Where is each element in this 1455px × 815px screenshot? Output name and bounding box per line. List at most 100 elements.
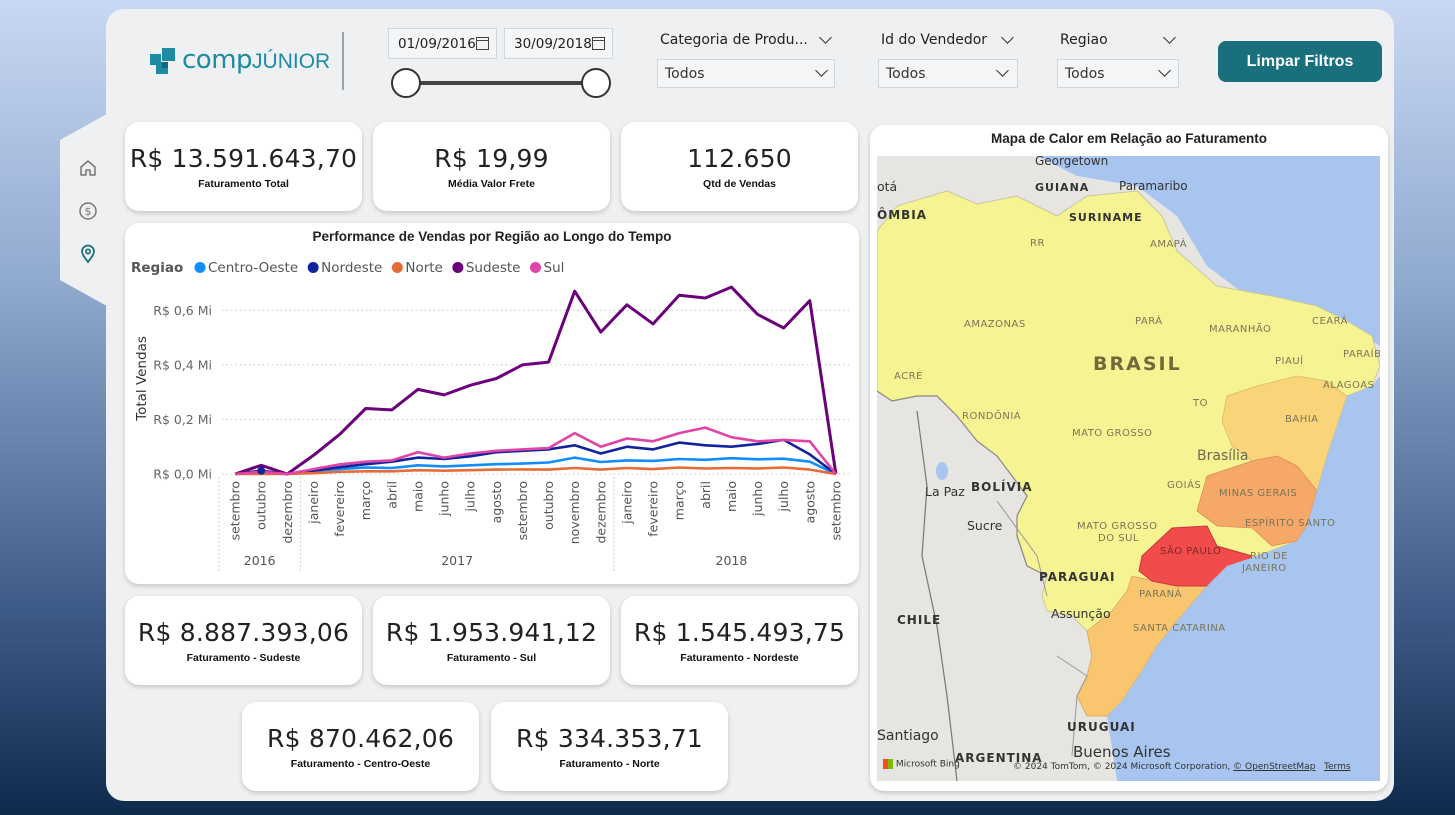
categoria-select-value: Todos	[665, 65, 705, 82]
kpi-label: Faturamento - Nordeste	[680, 651, 799, 664]
chevron-down-icon[interactable]	[815, 64, 828, 77]
calendar-icon[interactable]	[476, 37, 489, 50]
legend-marker	[452, 262, 464, 273]
legend-marker	[530, 262, 541, 273]
osm-link[interactable]: © OpenStreetMap	[1233, 762, 1316, 772]
map-label: BOLÍVIA	[971, 480, 1033, 494]
map-label: SURINAME	[1069, 211, 1143, 224]
legend-label: Norte	[405, 260, 443, 276]
chevron-down-icon[interactable]	[1158, 64, 1171, 77]
map-label: CEARÁ	[1312, 316, 1349, 327]
sidebar	[60, 115, 120, 305]
map-label: AMAPÁ	[1150, 239, 1188, 250]
regiao-select[interactable]: Todos	[1057, 59, 1179, 88]
logo-sub: JÚNIOR	[252, 50, 331, 73]
map-label: MATO GROSSO	[1072, 428, 1153, 439]
x-tick-label: outubro	[541, 481, 556, 530]
map-label: ESPÍRITO SANTO	[1245, 518, 1336, 529]
location-pin-icon[interactable]	[78, 244, 98, 264]
start-date-input[interactable]: 01/09/2016	[388, 28, 497, 59]
map-label: Assunção	[1051, 606, 1111, 621]
x-tick-label: novembro	[567, 481, 582, 544]
clear-filters-button[interactable]: Limpar Filtros	[1218, 41, 1382, 82]
legend-label: Sudeste	[466, 260, 521, 276]
map-label: AMAZONAS	[964, 319, 1026, 330]
heatmap-card: Mapa de Calor em Relação ao Faturamento	[870, 125, 1388, 791]
x-tick-label: agosto	[489, 481, 504, 523]
home-icon[interactable]	[78, 158, 98, 178]
chevron-down-icon[interactable]	[996, 64, 1009, 77]
kpi-value: 112.650	[687, 143, 792, 173]
map-label: PIAUÍ	[1275, 356, 1304, 367]
date-range-slider[interactable]	[406, 81, 596, 85]
kpi-label: Média Valor Frete	[448, 177, 535, 190]
kpi-label: Faturamento - Sul	[446, 651, 537, 664]
y-tick-label: R$ 0,4 Mi	[153, 357, 212, 372]
map-label: MARANHÃO	[1209, 324, 1272, 335]
end-date-input[interactable]: 30/09/2018	[504, 28, 613, 59]
logo-text: compJÚNIOR	[182, 45, 330, 75]
map-label: CHILE	[897, 613, 942, 627]
y-tick-label: R$ 0,2 Mi	[153, 412, 212, 427]
map-label: Brasília	[1197, 448, 1249, 464]
kpi-value: R$ 870.462,06	[267, 723, 454, 753]
x-tick-label: janeiro	[619, 481, 634, 525]
kpi-card-qtd-vendas: 112.650 Qtd de Vendas	[621, 122, 858, 211]
year-label: 2018	[716, 553, 748, 568]
map-label: JANEIRO	[1242, 563, 1287, 574]
categoria-filter-label: Categoria de Produ...	[660, 32, 808, 48]
map-label: GOIÁS	[1167, 480, 1202, 491]
map-label: Paramaribo	[1119, 179, 1188, 193]
bing-logo: Microsoft Bing	[883, 759, 960, 770]
legend-title: Regiao	[131, 260, 183, 276]
kpi-value: R$ 1.953.941,12	[385, 617, 598, 647]
terms-link[interactable]: Terms	[1324, 762, 1351, 772]
vendedor-filter-label: Id do Vendedor	[881, 32, 988, 48]
map-label: Georgetown	[1035, 156, 1109, 168]
slider-end-handle[interactable]	[581, 68, 611, 98]
x-tick-label: julho	[776, 481, 791, 512]
map-label: ARGENTINA	[955, 751, 1043, 765]
x-tick-label: fevereiro	[332, 481, 347, 537]
kpi-label: Faturamento - Norte	[559, 757, 660, 770]
x-tick-label: junho	[750, 481, 765, 517]
slider-start-handle[interactable]	[391, 68, 421, 98]
series-line-centro-oeste	[235, 456, 837, 476]
dollar-icon[interactable]: $	[78, 201, 98, 221]
map-label: Buenos Aires	[1073, 743, 1171, 761]
logo-mark-icon	[150, 48, 175, 74]
kpi-value: R$ 19,99	[434, 143, 549, 173]
y-tick-label: R$ 0,6 Mi	[153, 303, 212, 318]
map-label: otá	[877, 179, 898, 194]
map-label: RONDÔNIA	[962, 411, 1022, 422]
brazil-heat-map[interactable]: Georgetown GUIANA Paramaribo SURINAME ot…	[877, 156, 1380, 781]
end-date-value: 30/09/2018	[514, 35, 592, 52]
brand-logo: compJÚNIOR	[150, 45, 330, 75]
map-label: BRASIL	[1093, 353, 1182, 375]
vendedor-select-value: Todos	[886, 65, 926, 82]
map-label: Sucre	[967, 518, 1003, 533]
x-tick-label: abril	[384, 481, 399, 509]
map-label: MINAS GERAIS	[1219, 488, 1298, 499]
x-tick-label: janeiro	[306, 481, 321, 525]
bing-credit: Microsoft Bing	[895, 759, 960, 770]
x-tick-label: março	[358, 481, 373, 520]
map-label: SÃO PAULO	[1160, 546, 1222, 557]
series-line-norte	[235, 466, 837, 476]
kpi-value: R$ 1.545.493,75	[633, 617, 846, 647]
logo-main: comp	[182, 45, 253, 75]
categoria-select[interactable]: Todos	[657, 59, 835, 88]
x-tick-label: setembro	[828, 481, 843, 540]
y-tick-label: R$ 0,0 Mi	[153, 467, 212, 482]
vendedor-select[interactable]: Todos	[878, 59, 1018, 88]
legend-marker	[307, 262, 319, 273]
map-label: BAHIA	[1285, 414, 1319, 425]
line-chart[interactable]: Regiao Centro-Oeste Nordeste Norte Sudeste Su…	[125, 223, 859, 584]
series-line-sudeste	[234, 285, 838, 476]
map-label: GUIANA	[1035, 181, 1090, 194]
map-label: DO SUL	[1098, 533, 1139, 544]
calendar-icon[interactable]	[592, 37, 605, 50]
series-line-nordeste	[234, 438, 837, 476]
map-label: La Paz	[925, 484, 965, 499]
x-tick-label: agosto	[802, 481, 817, 523]
